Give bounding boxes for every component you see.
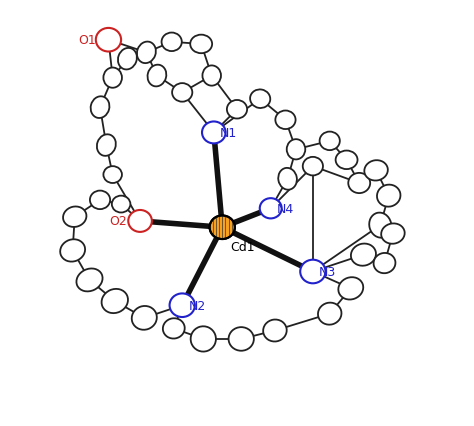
Ellipse shape xyxy=(338,278,363,300)
Ellipse shape xyxy=(228,327,254,351)
Ellipse shape xyxy=(300,260,326,284)
Text: N3: N3 xyxy=(319,265,337,278)
Ellipse shape xyxy=(170,294,195,317)
Ellipse shape xyxy=(381,224,405,244)
Ellipse shape xyxy=(97,135,116,156)
Ellipse shape xyxy=(351,244,376,266)
Ellipse shape xyxy=(101,289,128,314)
Text: O2: O2 xyxy=(109,215,128,228)
Ellipse shape xyxy=(348,173,370,194)
Ellipse shape xyxy=(250,90,270,109)
Text: Cd1: Cd1 xyxy=(230,240,255,253)
Ellipse shape xyxy=(60,240,85,262)
Ellipse shape xyxy=(369,213,392,238)
Text: N1: N1 xyxy=(220,127,237,140)
Ellipse shape xyxy=(90,191,110,210)
Ellipse shape xyxy=(118,49,137,70)
Ellipse shape xyxy=(76,269,102,292)
Ellipse shape xyxy=(227,101,247,119)
Text: N2: N2 xyxy=(189,299,206,312)
Ellipse shape xyxy=(91,97,109,119)
Ellipse shape xyxy=(303,158,323,176)
Ellipse shape xyxy=(191,326,216,352)
Ellipse shape xyxy=(275,111,296,130)
Ellipse shape xyxy=(103,167,122,184)
Ellipse shape xyxy=(132,306,157,330)
Ellipse shape xyxy=(147,66,166,87)
Ellipse shape xyxy=(103,68,122,89)
Ellipse shape xyxy=(336,151,357,170)
Ellipse shape xyxy=(96,29,121,52)
Ellipse shape xyxy=(278,168,297,190)
Ellipse shape xyxy=(374,253,395,273)
Ellipse shape xyxy=(260,199,282,219)
Ellipse shape xyxy=(162,34,182,52)
Ellipse shape xyxy=(365,161,388,181)
Ellipse shape xyxy=(190,35,212,54)
Ellipse shape xyxy=(202,122,226,144)
Text: O1: O1 xyxy=(78,34,96,47)
Ellipse shape xyxy=(263,320,287,342)
Text: N4: N4 xyxy=(277,202,294,215)
Ellipse shape xyxy=(137,43,156,64)
Ellipse shape xyxy=(163,319,185,339)
Ellipse shape xyxy=(377,185,401,207)
Ellipse shape xyxy=(112,196,130,213)
Ellipse shape xyxy=(319,132,340,151)
Ellipse shape xyxy=(210,216,235,239)
Ellipse shape xyxy=(318,303,341,325)
Ellipse shape xyxy=(128,210,152,232)
Ellipse shape xyxy=(287,140,305,160)
Ellipse shape xyxy=(172,84,192,102)
Ellipse shape xyxy=(202,66,221,86)
Ellipse shape xyxy=(63,207,86,227)
